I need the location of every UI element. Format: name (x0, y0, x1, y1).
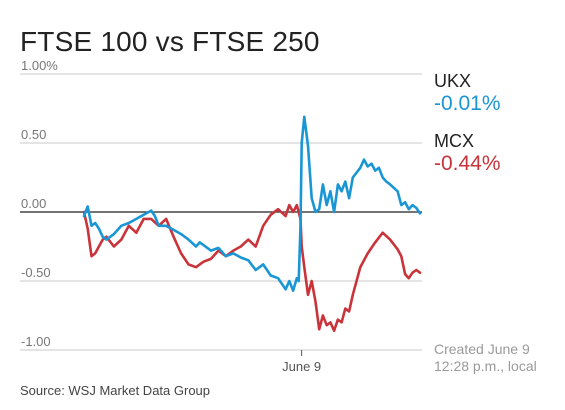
legend-mcx-name: MCX (434, 131, 474, 151)
created-note: Created June 9 12:28 p.m., local (434, 341, 537, 375)
y-tick-label: 1.00% (21, 58, 58, 73)
created-note-time: 12:28 p.m., local (434, 358, 537, 374)
legend-mcx-value: -0.44% (434, 152, 501, 175)
created-note-date: Created June 9 (434, 341, 530, 357)
legend-ukx: UKX -0.01% (434, 70, 501, 116)
series-line-ukx (82, 115, 422, 293)
gridlines (20, 73, 422, 351)
y-tick-label: -1.00 (21, 334, 51, 349)
series-lines (82, 115, 422, 333)
legend-mcx: MCX -0.44% (434, 130, 501, 176)
source-note: Source: WSJ Market Data Group (20, 383, 211, 398)
y-tick-label: 0.00 (21, 196, 46, 211)
y-tick-label: 0.50 (21, 127, 46, 142)
series-line-mcx (82, 203, 422, 333)
x-axis: June 9 (282, 350, 321, 374)
y-axis-labels: 1.00% 0.50 0.00 -0.50 -1.00 (21, 58, 58, 349)
legend-ukx-value: -0.01% (434, 92, 501, 115)
y-tick-label: -0.50 (21, 265, 51, 280)
x-tick-label: June 9 (282, 359, 321, 374)
legend-ukx-name: UKX (434, 71, 472, 91)
chart-title: FTSE 100 vs FTSE 250 (20, 26, 320, 57)
